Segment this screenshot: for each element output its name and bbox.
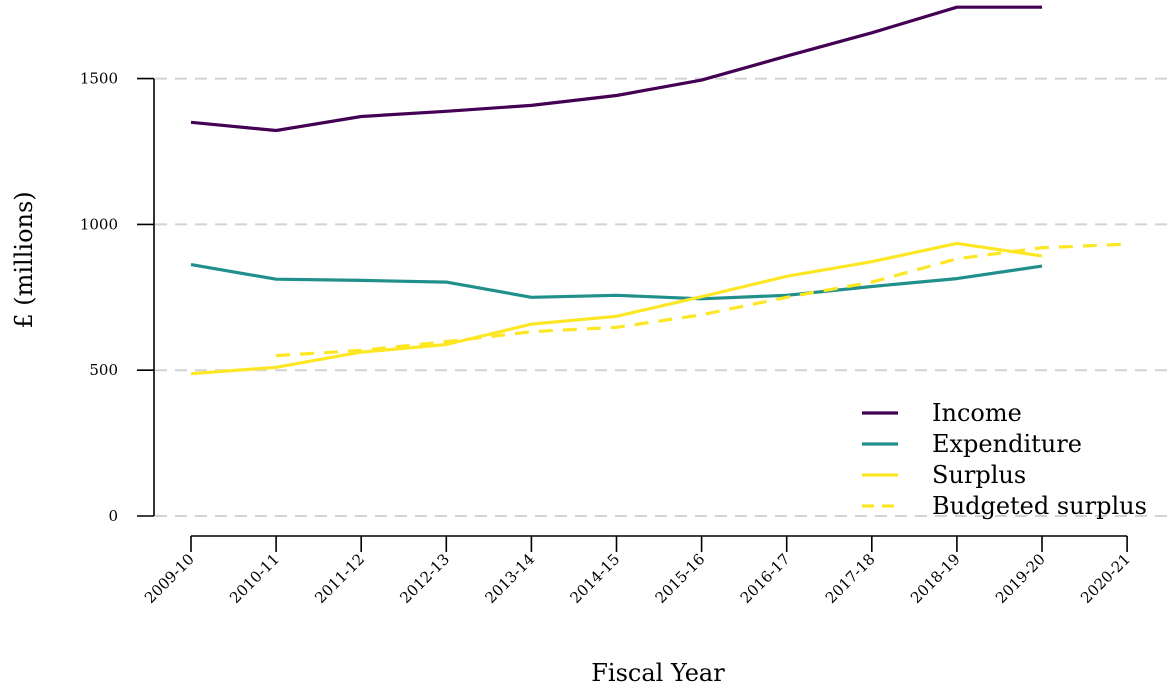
series-line <box>190 263 1043 301</box>
x-tick-label: 2020-21 <box>1077 550 1134 607</box>
y-axis-title: £ (millions) <box>10 191 38 328</box>
y-tick-label: 500 <box>89 361 118 379</box>
x-tick-label: 2015-16 <box>652 550 709 607</box>
legend: Income Expenditure Surplus Budgeted surplus <box>862 399 1147 520</box>
y-tick-label: 1000 <box>80 215 118 233</box>
y-tick-label: 1500 <box>80 70 118 88</box>
series-line <box>190 241 1043 376</box>
x-tick-label: 2009-10 <box>141 550 198 607</box>
x-axis-title: Fiscal Year <box>591 659 725 687</box>
legend-label: Expenditure <box>932 430 1082 458</box>
x-tick-label: 2011-12 <box>311 550 368 607</box>
series-line <box>190 5 1042 133</box>
legend-label: Surplus <box>932 461 1026 489</box>
x-tick-label: 2014-15 <box>567 550 624 607</box>
x-tick-label: 2010-11 <box>226 550 283 607</box>
y-tick-label: 0 <box>108 507 118 525</box>
x-tick-label: 2012-13 <box>396 550 453 607</box>
x-tick-label: 2019-20 <box>992 550 1049 607</box>
x-tick-label: 2013-14 <box>481 550 538 607</box>
series-layer <box>190 5 1128 376</box>
x-axis: 2009-10 2010-11 2011-12 2012-13 2013-14 2014-… <box>141 535 1134 607</box>
legend-label: Budgeted surplus <box>932 492 1147 520</box>
x-tick-label: 2018-19 <box>907 550 964 607</box>
x-tick-label: 2017-18 <box>822 550 879 607</box>
x-tick-label: 2016-17 <box>737 550 794 607</box>
legend-label: Income <box>932 399 1022 427</box>
gridlines <box>155 77 1167 517</box>
y-axis: 0 500 1000 1500 <box>80 70 155 525</box>
